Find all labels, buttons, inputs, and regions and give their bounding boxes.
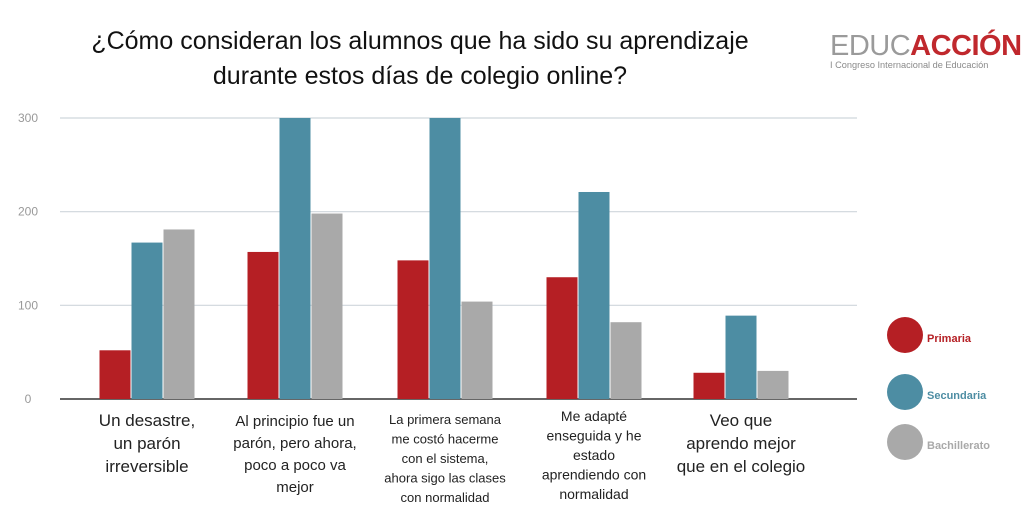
category-label-line: mejor — [276, 479, 314, 496]
category-label-line: ahora sigo las clases — [384, 471, 506, 486]
category-label-line: poco a poco va — [244, 457, 346, 474]
educaccion-logo: EDUCACCIÓN I Congreso Internacional de E… — [830, 30, 1022, 70]
bar-bachillerato-2 — [311, 213, 343, 399]
category-label-line: enseguida y he — [547, 428, 642, 444]
category-label-line: Al principio fue un — [235, 413, 354, 430]
bar-bachillerato-4 — [610, 322, 642, 399]
y-tick-label: 100 — [18, 298, 38, 312]
bar-primaria-3 — [397, 260, 429, 399]
bar-primaria-5 — [693, 372, 725, 399]
chart-title: ¿Cómo consideran los alumnos que ha sido… — [30, 24, 810, 94]
bar-secundaria-1 — [131, 242, 163, 399]
category-labels: Un desastre, un parón irreversible Al princ… — [99, 408, 805, 505]
logo-name-part-2: ACCIÓN — [910, 30, 1022, 62]
category-label-line: me costó hacerme — [392, 432, 499, 447]
category-label-line: que en el colegio — [677, 457, 806, 476]
bars — [99, 118, 789, 399]
bar-primaria-2 — [247, 251, 279, 399]
legend-swatch-secundaria — [887, 374, 923, 410]
category-label-line: irreversible — [105, 457, 188, 476]
category-label-5: Veo que aprendo mejor que en el colegio — [677, 411, 806, 476]
category-label-3: La primera semana me costó hacerme con el … — [384, 412, 506, 505]
y-tick-label: 200 — [18, 205, 38, 219]
logo-name: EDUCACCIÓN — [830, 30, 1022, 62]
category-label-line: con el sistema, — [402, 451, 489, 466]
legend-swatch-bachillerato — [887, 424, 923, 460]
legend-swatch-primaria — [887, 317, 923, 353]
category-label-4: Me adapté enseguida y he estado aprendiendo… — [542, 408, 646, 502]
chart-title-line-1: ¿Cómo consideran los alumnos que ha sido… — [91, 27, 749, 55]
y-tick-label: 300 — [18, 111, 38, 125]
logo-name-part-1: EDUC — [830, 30, 911, 62]
category-label-line: aprendiendo con — [542, 467, 646, 483]
category-label-1: Un desastre, un parón irreversible — [99, 411, 195, 476]
bar-bachillerato-1 — [163, 229, 195, 399]
category-label-line: Me adapté — [561, 408, 627, 424]
category-label-line: parón, pero ahora, — [233, 435, 356, 452]
bar-secundaria-4 — [578, 191, 610, 399]
bar-primaria-4 — [546, 277, 578, 399]
bar-secundaria-5 — [725, 315, 757, 399]
legend-label-primaria: Primaria — [927, 333, 972, 345]
bar-primaria-1 — [99, 350, 131, 399]
bar-secundaria-2 — [279, 118, 311, 399]
legend-label-secundaria: Secundaria — [927, 390, 987, 402]
legend: Primaria Secundaria Bachillerato — [887, 317, 990, 460]
category-label-line: La primera semana — [389, 412, 502, 427]
category-label-line: aprendo mejor — [686, 434, 796, 453]
category-label-line: un parón — [113, 434, 180, 453]
category-label-line: estado — [573, 447, 615, 463]
bar-bachillerato-3 — [461, 301, 493, 399]
category-label-line: normalidad — [559, 486, 628, 502]
logo-subtitle: I Congreso Internacional de Educación — [830, 60, 989, 70]
chart-title-line-2: durante estos días de colegio online? — [212, 62, 628, 90]
y-tick-label: 0 — [25, 392, 32, 406]
legend-label-bachillerato: Bachillerato — [927, 440, 990, 452]
bar-secundaria-3 — [429, 118, 461, 399]
bar-bachillerato-5 — [757, 370, 789, 399]
category-label-2: Al principio fue un parón, pero ahora, poc… — [233, 413, 356, 496]
category-label-line: con normalidad — [401, 490, 490, 505]
category-label-line: Veo que — [710, 411, 772, 430]
category-label-line: Un desastre, — [99, 411, 195, 430]
